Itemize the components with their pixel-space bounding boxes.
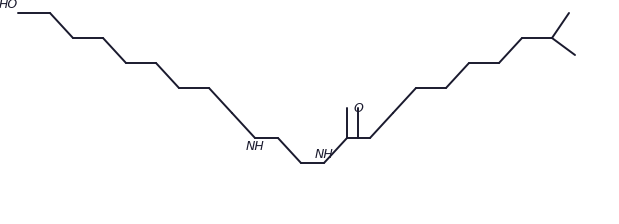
Text: O: O [353,101,363,114]
Text: NH: NH [314,148,334,161]
Text: NH: NH [246,140,264,153]
Text: HO: HO [0,0,18,11]
